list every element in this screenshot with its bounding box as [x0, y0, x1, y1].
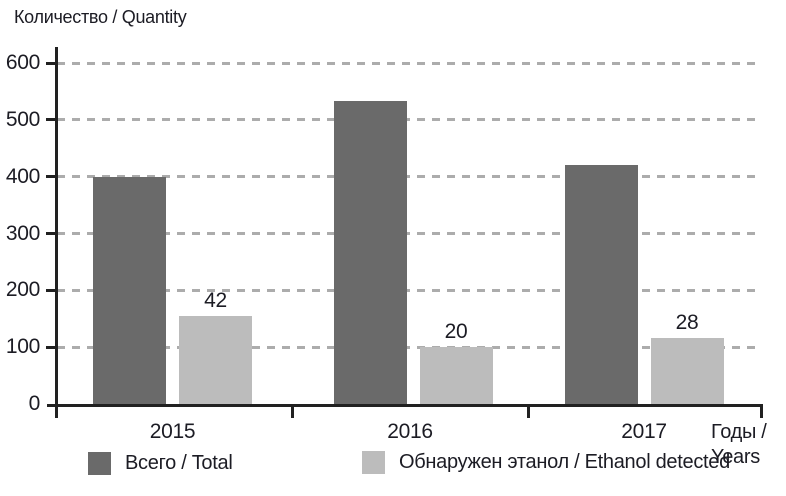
y-axis-tick-300 — [46, 232, 56, 235]
legend-item-total: Всего / Total — [88, 451, 233, 475]
y-tick-label-0: 0 — [28, 392, 41, 415]
x-axis-tick-1 — [290, 404, 294, 418]
y-axis-line — [55, 47, 58, 407]
x-axis-title-line2: Years — [711, 446, 760, 468]
gridline-400 — [57, 175, 762, 179]
bar-2015-ethanol — [179, 315, 252, 404]
bar-2017-ethanol — [650, 338, 724, 404]
legend-swatch-total — [88, 451, 111, 475]
gridline-600 — [57, 61, 762, 65]
bar-2016-ethanol — [419, 347, 493, 404]
x-axis-tick-3 — [760, 404, 763, 418]
x-tick-label-2017: 2017 — [621, 420, 667, 443]
x-tick-label-2015: 2015 — [149, 420, 196, 443]
bar-2015-total — [93, 176, 166, 404]
y-tick-label-600: 600 — [5, 51, 40, 74]
legend-label-total: Всего / Total — [125, 451, 233, 474]
data-label-2016-ethanol: 20 — [444, 320, 468, 344]
x-tick-label-2016: 2016 — [387, 420, 433, 443]
y-axis-tick-600 — [46, 61, 56, 65]
bar-2017-total — [564, 165, 638, 404]
legend-swatch-ethanol — [362, 450, 385, 474]
x-axis-tick-0 — [55, 404, 58, 418]
gridline-200 — [57, 288, 762, 292]
y-tick-label-400: 400 — [5, 164, 40, 188]
y-axis-tick-400 — [46, 175, 56, 179]
y-tick-label-500: 500 — [5, 107, 40, 131]
y-tick-label-200: 200 — [5, 278, 40, 302]
y-axis-tick-200 — [46, 288, 56, 292]
chart-title: Количество / Quantity — [14, 7, 187, 27]
data-label-2015-ethanol: 42 — [204, 288, 227, 312]
x-axis-tick-2 — [526, 404, 530, 418]
legend-label-ethanol: Обнаружен этанол / Ethanol detected — [399, 450, 730, 473]
y-tick-label-100: 100 — [5, 335, 40, 359]
y-axis-tick-500 — [46, 118, 56, 122]
x-axis-line — [47, 404, 763, 407]
x-axis-title: Годы / Years — [711, 420, 781, 470]
gridline-100 — [57, 345, 762, 349]
y-tick-label-300: 300 — [5, 221, 40, 245]
y-axis-tick-100 — [46, 345, 56, 349]
legend-item-ethanol: Обнаружен этанол / Ethanol detected — [362, 450, 730, 474]
x-axis-title-line1: Годы / — [711, 421, 767, 443]
gridline-300 — [57, 232, 762, 235]
gridline-500 — [57, 118, 762, 122]
data-label-2017-ethanol: 28 — [675, 311, 699, 335]
bar-2016-total — [333, 101, 407, 404]
